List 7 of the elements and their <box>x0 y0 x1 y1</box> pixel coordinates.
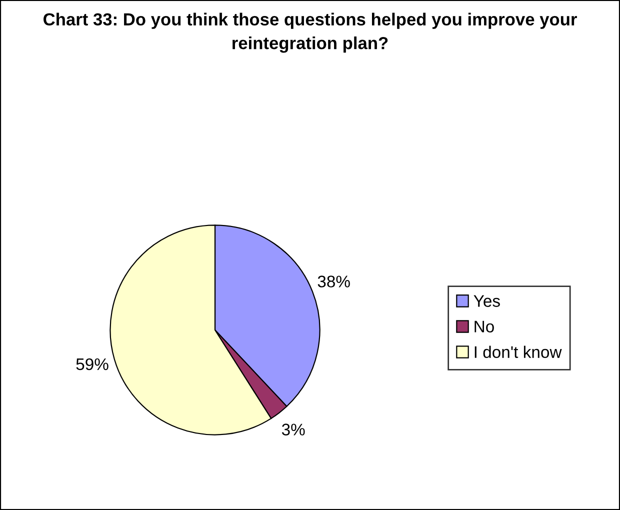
legend-label: No <box>474 320 494 332</box>
data-label: 3% <box>282 424 305 436</box>
legend-label: Yes <box>474 295 500 307</box>
legend-label: I don't know <box>474 346 562 358</box>
chart-title: Chart 33: Do you think those questions helped you improve your reintegration plan? <box>44 12 577 53</box>
data-label: 38% <box>318 276 350 288</box>
data-label: 59% <box>76 358 108 370</box>
